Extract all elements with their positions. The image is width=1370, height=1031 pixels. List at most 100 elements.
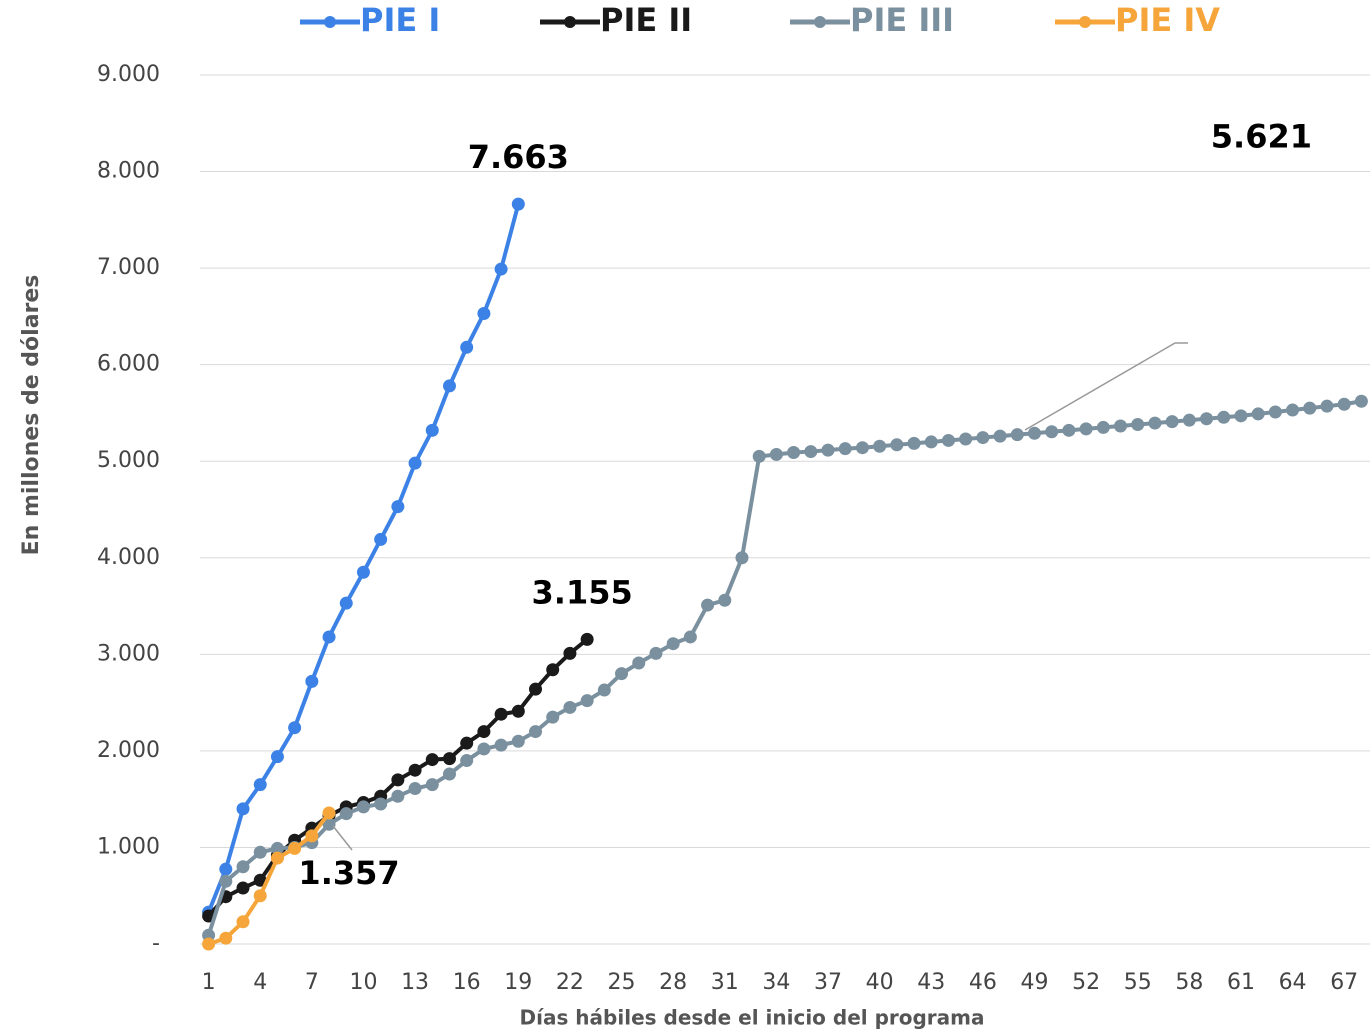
leader-line bbox=[332, 825, 353, 851]
data-point bbox=[460, 736, 474, 750]
x-tick-label: 4 bbox=[253, 970, 267, 995]
data-point bbox=[701, 598, 715, 612]
data-point bbox=[1062, 423, 1076, 437]
data-point bbox=[529, 682, 543, 696]
data-point bbox=[339, 807, 353, 821]
data-point bbox=[374, 797, 388, 811]
data-point bbox=[890, 438, 904, 452]
data-point bbox=[580, 632, 594, 646]
data-point bbox=[494, 738, 508, 752]
data-point bbox=[907, 436, 921, 450]
data-point bbox=[477, 725, 491, 739]
x-axis-title: Días hábiles desde el inicio del program… bbox=[519, 1006, 984, 1030]
data-label: 1.357 bbox=[298, 854, 399, 892]
data-point bbox=[1234, 409, 1248, 423]
data-point bbox=[1354, 394, 1368, 408]
data-point bbox=[219, 874, 233, 888]
data-point bbox=[391, 773, 405, 787]
data-point bbox=[322, 630, 336, 644]
data-point bbox=[1114, 419, 1128, 433]
x-tick-label: 28 bbox=[659, 970, 687, 995]
data-point bbox=[425, 753, 439, 767]
y-tick-label: 6.000 bbox=[97, 352, 160, 377]
x-tick-label: 43 bbox=[917, 970, 945, 995]
data-point bbox=[1200, 412, 1214, 426]
data-point bbox=[339, 596, 353, 610]
leader-line bbox=[1024, 342, 1188, 431]
data-point bbox=[408, 456, 422, 470]
data-point bbox=[1303, 401, 1317, 415]
data-point bbox=[580, 694, 594, 708]
data-point bbox=[615, 667, 629, 681]
data-point bbox=[1320, 399, 1334, 413]
data-point bbox=[356, 800, 370, 814]
data-point bbox=[787, 446, 801, 460]
legend-marker bbox=[814, 16, 826, 28]
data-point bbox=[374, 532, 388, 546]
data-point bbox=[1148, 416, 1162, 430]
x-tick-label: 55 bbox=[1124, 970, 1152, 995]
data-point bbox=[1096, 420, 1110, 434]
data-point bbox=[305, 829, 319, 843]
data-point bbox=[236, 881, 250, 895]
data-point bbox=[873, 439, 887, 453]
data-point bbox=[288, 841, 302, 855]
x-tick-label: 16 bbox=[453, 970, 481, 995]
y-tick-label: 9.000 bbox=[97, 62, 160, 87]
data-point bbox=[821, 443, 835, 457]
data-point bbox=[270, 851, 284, 865]
x-tick-label: 37 bbox=[814, 970, 842, 995]
x-tick-label: 40 bbox=[866, 970, 894, 995]
data-point bbox=[959, 432, 973, 446]
data-point bbox=[425, 423, 439, 437]
data-label: 7.663 bbox=[468, 138, 569, 176]
data-point bbox=[838, 442, 852, 456]
data-point bbox=[735, 551, 749, 565]
x-tick-label: 67 bbox=[1330, 970, 1358, 995]
y-tick-label: 2.000 bbox=[97, 738, 160, 763]
data-point bbox=[511, 734, 525, 748]
data-point bbox=[253, 889, 267, 903]
data-label: 3.155 bbox=[532, 573, 633, 611]
legend-marker bbox=[1079, 16, 1091, 28]
y-tick-label: 5.000 bbox=[97, 448, 160, 473]
data-point bbox=[666, 637, 680, 651]
data-point bbox=[1286, 403, 1300, 417]
legend-label: PIE II bbox=[600, 1, 692, 39]
data-point bbox=[1268, 405, 1282, 419]
data-point bbox=[529, 725, 543, 739]
data-point bbox=[1182, 413, 1196, 427]
data-point bbox=[511, 704, 525, 718]
data-point bbox=[253, 873, 267, 887]
x-tick-label: 13 bbox=[401, 970, 429, 995]
data-point bbox=[288, 721, 302, 735]
data-point bbox=[270, 841, 284, 855]
data-point bbox=[511, 197, 525, 211]
data-point bbox=[442, 379, 456, 393]
data-point bbox=[253, 778, 267, 792]
data-point bbox=[649, 646, 663, 660]
data-point bbox=[391, 789, 405, 803]
x-tick-label: 52 bbox=[1072, 970, 1100, 995]
data-point bbox=[425, 778, 439, 792]
data-point bbox=[976, 431, 990, 445]
data-point bbox=[632, 656, 646, 670]
data-point bbox=[494, 707, 508, 721]
data-point bbox=[563, 646, 577, 660]
data-point bbox=[718, 593, 732, 607]
x-tick-label: 49 bbox=[1020, 970, 1048, 995]
data-point bbox=[563, 700, 577, 714]
y-tick-label: - bbox=[152, 931, 160, 956]
data-point bbox=[253, 845, 267, 859]
data-point bbox=[1131, 418, 1145, 432]
data-point bbox=[202, 937, 216, 951]
data-point bbox=[546, 663, 560, 677]
x-tick-label: 58 bbox=[1175, 970, 1203, 995]
data-point bbox=[236, 860, 250, 874]
x-tick-label: 25 bbox=[608, 970, 636, 995]
data-point bbox=[219, 862, 233, 876]
legend-label: PIE I bbox=[360, 1, 440, 39]
data-point bbox=[855, 441, 869, 455]
x-tick-label: 22 bbox=[556, 970, 584, 995]
data-point bbox=[391, 500, 405, 514]
